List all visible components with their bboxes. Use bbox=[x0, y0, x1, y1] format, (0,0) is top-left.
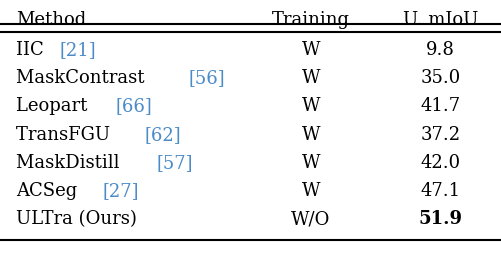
Text: Method: Method bbox=[17, 11, 87, 29]
Text: TransFGU: TransFGU bbox=[17, 126, 116, 144]
Text: Training: Training bbox=[272, 11, 349, 29]
Text: 37.2: 37.2 bbox=[420, 126, 460, 144]
Text: ACSeg: ACSeg bbox=[17, 182, 83, 200]
Text: W: W bbox=[301, 97, 320, 115]
Text: W: W bbox=[301, 182, 320, 200]
Text: W: W bbox=[301, 126, 320, 144]
Text: W: W bbox=[301, 154, 320, 172]
Text: [56]: [56] bbox=[188, 69, 225, 87]
Text: Leopart: Leopart bbox=[17, 97, 93, 115]
Text: MaskContrast: MaskContrast bbox=[17, 69, 150, 87]
Text: 35.0: 35.0 bbox=[420, 69, 460, 87]
Text: 9.8: 9.8 bbox=[425, 41, 454, 59]
Text: 41.7: 41.7 bbox=[420, 97, 460, 115]
Text: 47.1: 47.1 bbox=[420, 182, 460, 200]
Text: MaskDistill: MaskDistill bbox=[17, 154, 125, 172]
Text: 51.9: 51.9 bbox=[418, 211, 462, 228]
Text: W: W bbox=[301, 69, 320, 87]
Text: IIC: IIC bbox=[17, 41, 50, 59]
Text: 42.0: 42.0 bbox=[420, 154, 460, 172]
Text: ULTra (Ours): ULTra (Ours) bbox=[17, 211, 137, 228]
Text: [21]: [21] bbox=[59, 41, 96, 59]
Text: [27]: [27] bbox=[102, 182, 139, 200]
Text: [62]: [62] bbox=[144, 126, 181, 144]
Text: U. mIoU: U. mIoU bbox=[402, 11, 477, 29]
Text: [66]: [66] bbox=[115, 97, 152, 115]
Text: W: W bbox=[301, 41, 320, 59]
Text: [57]: [57] bbox=[156, 154, 193, 172]
Text: W/O: W/O bbox=[291, 211, 330, 228]
